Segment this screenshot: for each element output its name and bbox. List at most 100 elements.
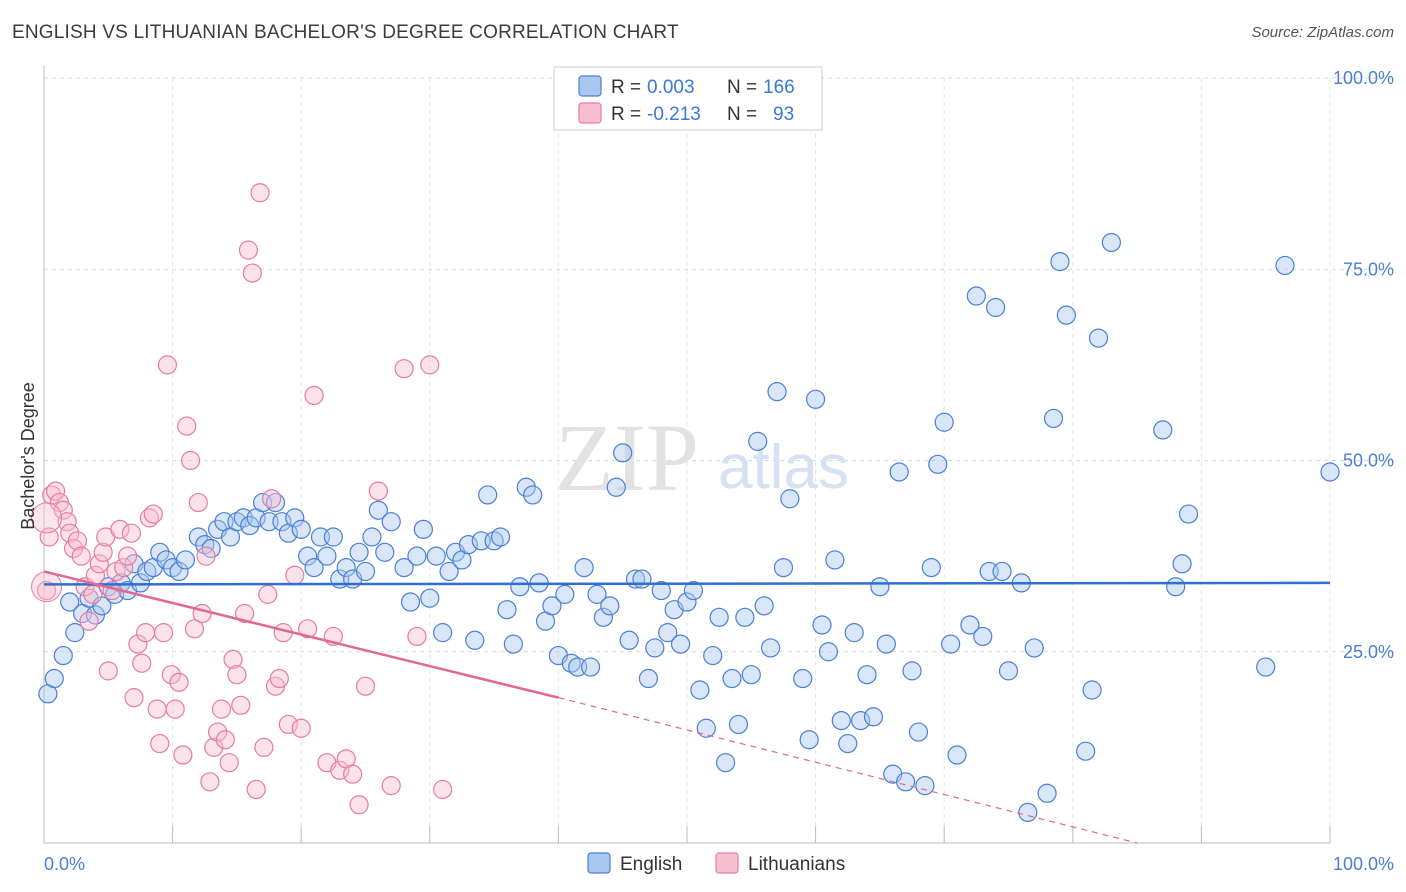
lithuanian-point — [211, 699, 232, 719]
english-point — [1037, 783, 1057, 803]
lithuanian-trend-line-extrapolated — [558, 697, 1138, 844]
english-point — [336, 557, 356, 578]
english-point — [934, 412, 954, 432]
english-point — [805, 389, 826, 409]
english-point — [1043, 408, 1064, 429]
english-point — [690, 680, 710, 700]
english-point — [683, 580, 704, 601]
lithuanian-point — [83, 584, 103, 604]
lithuanian-point — [117, 546, 138, 566]
english-point — [272, 512, 292, 532]
lithuanian-point — [177, 416, 197, 436]
english-point — [703, 645, 723, 666]
lithuanian-point — [420, 355, 440, 375]
legend-swatch-english — [578, 75, 602, 97]
legend-n-value-lithuanians: 93 — [773, 104, 794, 125]
lithuanian-point — [45, 481, 66, 501]
english-point — [323, 527, 343, 547]
english-point — [838, 733, 858, 754]
english-point — [1178, 504, 1199, 524]
english-point — [908, 722, 929, 742]
english-point — [998, 661, 1019, 681]
english-point — [285, 508, 305, 528]
lithuanian-point — [394, 359, 414, 379]
english-point — [857, 665, 877, 685]
lithuanian-point — [223, 649, 243, 670]
lithuanian-point — [188, 492, 208, 513]
english-point — [503, 634, 523, 654]
english-point — [188, 527, 208, 547]
lithuanian-point — [250, 183, 270, 203]
lithuanian-point — [285, 565, 305, 585]
english-point — [1275, 255, 1295, 276]
english-trend-line — [43, 581, 1331, 586]
lithuanian-point — [227, 665, 247, 685]
english-point — [651, 580, 671, 601]
english-point — [947, 745, 967, 765]
english-point — [658, 623, 678, 643]
english-point — [844, 623, 864, 643]
lithuanian-trend-line — [43, 570, 559, 699]
bottom-legend: English Lithuanians — [587, 852, 845, 875]
english-point — [992, 561, 1012, 582]
bottom-legend-label-english: English — [620, 854, 682, 875]
lithuanian-point — [36, 580, 57, 601]
lithuanian-point — [262, 489, 282, 509]
lithuanian-point — [71, 546, 91, 566]
lithuanian-point — [147, 699, 167, 719]
watermark-atlas: atlas — [718, 433, 849, 502]
english-point — [1076, 741, 1096, 761]
english-point — [240, 515, 260, 536]
lithuanian-point — [165, 699, 185, 719]
english-point — [394, 557, 414, 578]
english-point — [53, 645, 73, 666]
lithuanian-point — [200, 772, 220, 792]
english-point — [497, 600, 517, 620]
english-point — [130, 573, 151, 593]
y-tick-label: 25.0% — [1343, 642, 1394, 662]
y-tick-label: 75.0% — [1343, 259, 1394, 279]
english-point — [825, 550, 845, 570]
english-point — [638, 668, 659, 689]
english-point — [490, 527, 511, 547]
y-tick-label: 100.0% — [1333, 68, 1394, 88]
legend-box: R = 0.003 N = 166 R = -0.213 N = 93 — [553, 66, 823, 131]
lithuanian-point — [343, 764, 363, 784]
legend-r-value-english: 0.003 — [647, 77, 695, 98]
english-point — [65, 623, 85, 643]
english-point — [876, 634, 896, 654]
lithuanian-point — [169, 672, 189, 692]
english-point — [722, 668, 742, 689]
lithuanian-point — [215, 730, 235, 750]
english-point — [381, 512, 401, 532]
x-tick-label-max: 100.0% — [1333, 854, 1394, 874]
lithuanian-point — [161, 665, 181, 685]
legend-swatch-lithuanians — [578, 102, 602, 124]
english-point — [574, 557, 594, 578]
lithuanian-point — [89, 554, 109, 574]
english-point — [465, 630, 485, 650]
lithuanian-point — [355, 676, 376, 696]
lithuanian-point — [269, 668, 289, 689]
lithuanian-point — [235, 603, 255, 624]
english-point — [863, 707, 884, 727]
english-point — [928, 454, 948, 474]
english-point — [413, 519, 433, 539]
english-point — [1101, 232, 1121, 253]
x-tick-label-min: 0.0% — [44, 854, 85, 874]
english-point — [1153, 420, 1173, 440]
lithuanian-point — [67, 531, 88, 551]
english-point — [1172, 554, 1192, 574]
y-tick-labels: 100.0% 75.0% 50.0% 25.0% — [1333, 68, 1394, 662]
english-point — [966, 286, 986, 306]
english-point — [645, 638, 665, 658]
english-point — [715, 753, 736, 773]
lithuanian-point — [53, 500, 73, 520]
lithuanian-point — [132, 653, 152, 673]
english-point — [355, 561, 376, 582]
english-point — [735, 607, 755, 627]
english-point — [1256, 657, 1276, 677]
english-point — [741, 665, 761, 685]
lithuanian-point — [98, 661, 118, 681]
english-point — [960, 615, 980, 635]
